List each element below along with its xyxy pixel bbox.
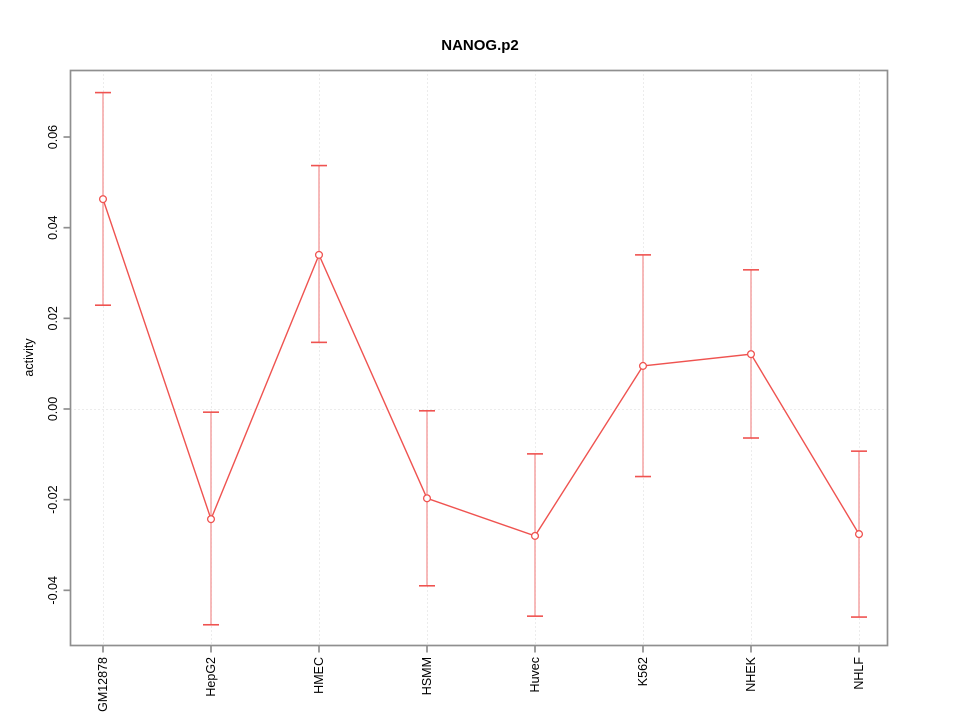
plot-box bbox=[69, 69, 889, 647]
y-tick-label: 0.04 bbox=[46, 215, 60, 239]
y-tick-label: 0.02 bbox=[46, 306, 60, 330]
y-tick-label: -0.04 bbox=[46, 576, 60, 605]
data-point-marker bbox=[206, 515, 216, 524]
chart-layer: 0.06 0.04 0.02 0.00 -0.02 -0.04 GM12878 HepG2 HM… bbox=[46, 69, 889, 712]
x-category-label: GM12878 bbox=[96, 657, 110, 712]
x-category-label: K562 bbox=[636, 657, 650, 686]
series-line bbox=[102, 198, 860, 537]
y-axis-title: activity bbox=[22, 338, 36, 377]
data-point-marker bbox=[314, 250, 324, 259]
data-point-marker bbox=[638, 361, 648, 370]
x-category-label: NHLF bbox=[852, 657, 866, 690]
data-point-marker bbox=[746, 350, 756, 359]
y-tick-label: 0.00 bbox=[46, 397, 60, 421]
x-category-label: HMEC bbox=[312, 657, 326, 694]
y-tick-label: -0.02 bbox=[46, 485, 60, 514]
x-category-label: Huvec bbox=[528, 657, 542, 692]
x-category-label: NHEK bbox=[744, 656, 758, 691]
data-point-marker bbox=[854, 530, 864, 539]
data-point-marker bbox=[98, 195, 108, 204]
chart-title: NANOG.p2 bbox=[441, 37, 519, 54]
data-point-marker bbox=[422, 494, 432, 503]
x-category-label: HSMM bbox=[420, 657, 434, 695]
x-category-label: HepG2 bbox=[204, 657, 218, 697]
data-point-marker bbox=[530, 531, 540, 540]
y-tick-label: 0.06 bbox=[46, 125, 60, 149]
